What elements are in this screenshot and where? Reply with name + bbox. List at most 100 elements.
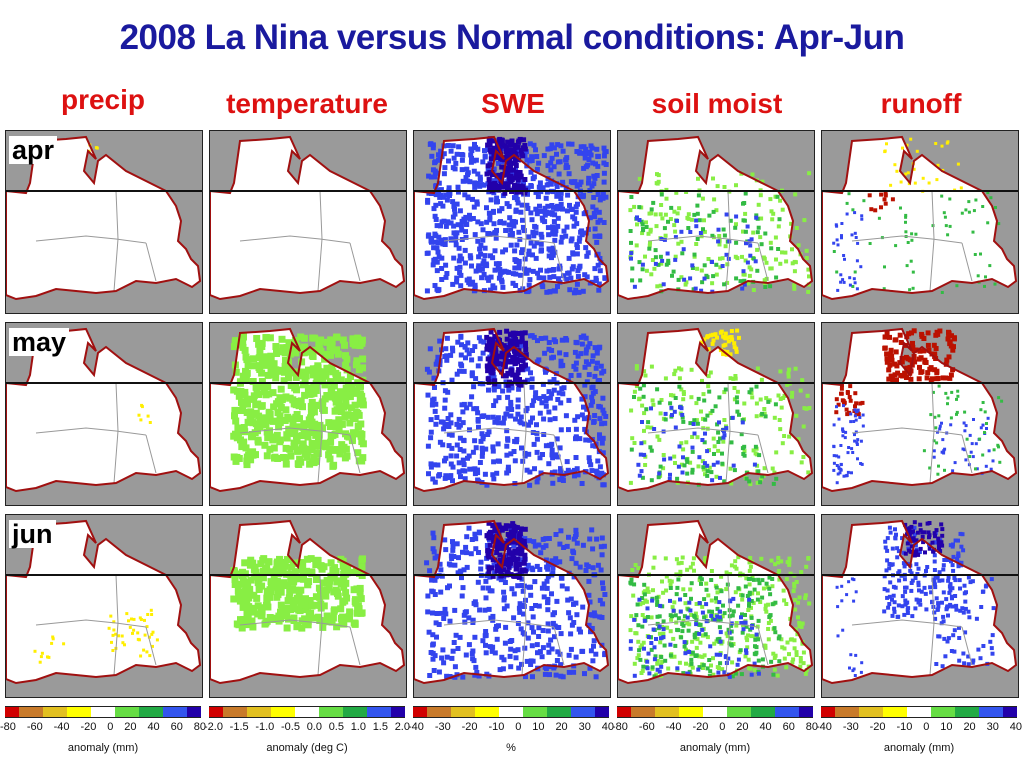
- anomaly-cell: [486, 531, 492, 537]
- anomaly-cell: [908, 288, 912, 292]
- anomaly-cell: [641, 394, 646, 399]
- anomaly-cell: [955, 284, 959, 288]
- anomaly-cell: [685, 459, 690, 464]
- anomaly-cell: [257, 560, 265, 568]
- anomaly-cell: [715, 590, 720, 595]
- anomaly-cell: [658, 464, 663, 469]
- anomaly-cell: [657, 614, 662, 619]
- anomaly-cell: [319, 370, 327, 378]
- anomaly-cell: [450, 547, 456, 553]
- anomaly-cell: [356, 569, 363, 577]
- anomaly-cell: [353, 408, 361, 416]
- anomaly-cell: [931, 342, 937, 348]
- anomaly-cell: [916, 552, 920, 557]
- anomaly-cell: [850, 233, 854, 237]
- anomaly-cell: [456, 189, 461, 195]
- anomaly-cell: [726, 627, 731, 632]
- anomaly-cell: [557, 651, 563, 657]
- anomaly-cell: [762, 407, 767, 411]
- anomaly-cell: [684, 280, 689, 285]
- anomaly-cell: [508, 367, 514, 373]
- anomaly-cell: [591, 195, 597, 200]
- anomaly-cell: [247, 456, 255, 464]
- anomaly-cell: [698, 575, 703, 580]
- anomaly-cell: [944, 597, 949, 602]
- anomaly-cell: [724, 587, 729, 592]
- anomaly-cell: [515, 177, 521, 183]
- anomaly-cell: [600, 601, 606, 607]
- anomaly-cell: [711, 209, 716, 214]
- anomaly-cell: [649, 448, 654, 453]
- anomaly-cell: [589, 468, 595, 474]
- anomaly-cell: [685, 567, 690, 572]
- anomaly-cell: [664, 196, 669, 201]
- anomaly-cell: [537, 395, 543, 401]
- anomaly-cell: [431, 549, 437, 555]
- anomaly-cell: [747, 390, 752, 395]
- anomaly-cell: [705, 334, 710, 339]
- anomaly-cell: [234, 424, 242, 432]
- anomaly-cell: [641, 640, 646, 645]
- anomaly-cell: [972, 209, 976, 213]
- anomaly-cell: [509, 385, 515, 391]
- anomaly-cell: [741, 272, 746, 277]
- anomaly-cell: [589, 394, 595, 400]
- anomaly-cell: [936, 536, 941, 541]
- anomaly-cell: [951, 568, 956, 573]
- anomaly-cell: [719, 589, 724, 594]
- anomaly-cell: [966, 654, 971, 659]
- anomaly-cell: [768, 240, 773, 245]
- anomaly-cell: [343, 366, 351, 374]
- anomaly-cell: [806, 556, 811, 560]
- anomaly-cell: [775, 673, 780, 678]
- anomaly-cell: [715, 637, 720, 642]
- anomaly-cell: [123, 643, 126, 647]
- anomaly-cell: [459, 227, 465, 233]
- anomaly-cell: [516, 138, 522, 144]
- anomaly-cell: [756, 202, 761, 207]
- anomaly-cell: [448, 148, 454, 154]
- anomaly-cell: [538, 470, 544, 476]
- anomaly-cell: [538, 231, 544, 237]
- anomaly-cell: [296, 415, 303, 423]
- anomaly-cell: [559, 337, 565, 343]
- anomaly-cell: [289, 559, 297, 567]
- anomaly-cell: [581, 165, 587, 171]
- anomaly-cell: [292, 413, 300, 421]
- anomaly-cell: [940, 578, 945, 583]
- anomaly-cell: [963, 606, 968, 611]
- anomaly-cell: [633, 563, 638, 567]
- anomaly-cell: [797, 620, 802, 625]
- anomaly-cell: [540, 452, 545, 457]
- anomaly-cell: [655, 599, 660, 604]
- anomaly-cell: [501, 595, 507, 601]
- anomaly-cell: [637, 473, 642, 478]
- anomaly-cell: [922, 585, 927, 590]
- basin-outline: [6, 519, 202, 685]
- anomaly-cell: [950, 367, 956, 373]
- anomaly-cell: [655, 387, 660, 392]
- anomaly-cell: [279, 344, 287, 352]
- anomaly-cell: [509, 407, 515, 412]
- anomaly-cell: [978, 437, 982, 441]
- anomaly-cell: [259, 574, 267, 582]
- anomaly-cell: [143, 618, 146, 622]
- anomaly-cell: [486, 363, 492, 369]
- anomaly-cell: [959, 560, 964, 565]
- anomaly-cell: [644, 225, 649, 229]
- anomaly-cell: [969, 450, 973, 454]
- anomaly-cell: [631, 593, 636, 598]
- anomaly-cell: [749, 634, 754, 639]
- anomaly-cell: [682, 277, 687, 282]
- anomaly-cell: [256, 415, 264, 423]
- anomaly-cell: [303, 555, 311, 563]
- anomaly-cell: [750, 591, 755, 596]
- anomaly-cell: [713, 404, 718, 409]
- anomaly-cell: [981, 589, 986, 594]
- anomaly-cell: [682, 644, 687, 649]
- anomaly-cell: [476, 550, 481, 555]
- anomaly-cell: [555, 454, 561, 460]
- anomaly-cell: [704, 602, 709, 607]
- anomaly-cell: [431, 668, 437, 673]
- anomaly-cell: [743, 229, 748, 234]
